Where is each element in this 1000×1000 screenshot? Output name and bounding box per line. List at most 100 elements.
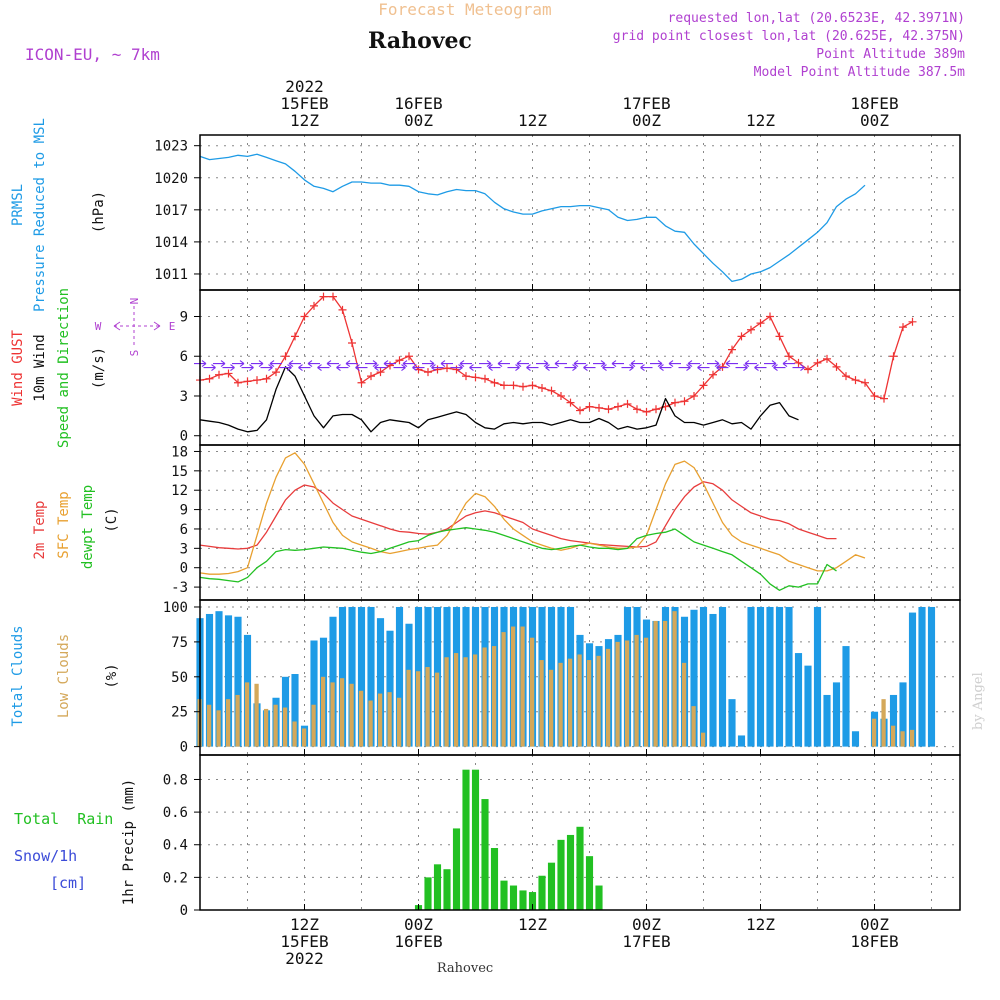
gust-marker bbox=[262, 374, 271, 383]
model-altitude: Model Point Altitude 387.5m bbox=[754, 65, 965, 80]
gust-marker bbox=[908, 317, 917, 326]
y-tick-label: 9 bbox=[180, 309, 188, 325]
low-cloud-bar bbox=[681, 662, 687, 747]
low-cloud-bar bbox=[624, 640, 630, 747]
y-tick-label: 0.4 bbox=[163, 838, 188, 854]
precip-label-1: Total Rain bbox=[14, 810, 113, 828]
wind-arrow bbox=[611, 360, 624, 367]
y-tick-label: 6 bbox=[180, 522, 188, 538]
gust-line bbox=[199, 295, 913, 413]
total-cloud-bar bbox=[367, 606, 375, 747]
panel-frame-pressure bbox=[199, 134, 961, 291]
top-time-label: 16FEB bbox=[394, 94, 442, 113]
y-tick-label: 0.6 bbox=[163, 805, 188, 821]
y-tick-label: 9 bbox=[180, 503, 188, 519]
gust-marker bbox=[557, 391, 565, 400]
gust-marker bbox=[243, 377, 252, 386]
pressure-unit: (hPa) bbox=[91, 191, 107, 233]
wind-arrow bbox=[317, 364, 330, 371]
low-cloud-bar bbox=[225, 699, 231, 747]
gust-marker bbox=[842, 372, 850, 381]
y-tick-label: 100 bbox=[163, 600, 188, 616]
low-cloud-bar bbox=[292, 721, 297, 747]
rain-bar bbox=[424, 877, 432, 910]
gust-marker bbox=[747, 325, 755, 334]
wind-arrow bbox=[716, 364, 729, 371]
gust-marker bbox=[338, 305, 347, 314]
wind-labels: Wind GUST 10m Wind Speed and Direction (… bbox=[10, 288, 175, 448]
gust-marker bbox=[205, 374, 214, 383]
wind-arrow bbox=[792, 364, 805, 371]
gust-marker bbox=[281, 352, 290, 361]
wind-arrow bbox=[564, 364, 577, 371]
total-cloud-bar bbox=[386, 630, 394, 747]
y-tick-label: -3 bbox=[171, 580, 188, 596]
wind-arrow bbox=[507, 364, 520, 371]
total-cloud-bar bbox=[927, 606, 936, 747]
total-cloud-bar bbox=[728, 699, 736, 747]
rain-bar bbox=[433, 864, 442, 910]
y-tick-label: 0.8 bbox=[163, 772, 188, 788]
low-cloud-bar bbox=[567, 658, 573, 747]
low-cloud-bar bbox=[453, 653, 459, 747]
gust-marker bbox=[728, 345, 736, 354]
gust-marker bbox=[595, 403, 603, 412]
precip-label-3: [cm] bbox=[50, 874, 86, 892]
gust-marker bbox=[804, 365, 812, 374]
total-cloud-bar bbox=[775, 606, 784, 747]
low-cloud-bar bbox=[520, 626, 525, 747]
panel-frame-temp bbox=[199, 444, 961, 601]
low-cloud-bar bbox=[615, 641, 620, 747]
y-tick-label: 1014 bbox=[154, 235, 188, 251]
temp-label-2: SFC Temp bbox=[56, 491, 72, 558]
low-cloud-bar bbox=[406, 669, 411, 747]
total-cloud-bar bbox=[756, 606, 765, 747]
wind-arrow bbox=[659, 364, 672, 371]
gust-marker bbox=[405, 352, 413, 361]
total-cloud-bar bbox=[291, 674, 299, 747]
wind-arrow bbox=[630, 360, 643, 367]
y-tick-label: 1017 bbox=[154, 203, 188, 219]
total-cloud-bar bbox=[918, 606, 926, 747]
top-time-label: 18FEB bbox=[850, 94, 898, 113]
gust-marker bbox=[376, 368, 385, 377]
gust-marker bbox=[642, 407, 651, 416]
gust-marker bbox=[861, 378, 869, 387]
bottom-time-label: 16FEB bbox=[394, 932, 442, 951]
precip-labels: Total Rain Snow/1h [cm] 1hr Precip (mm) bbox=[14, 779, 137, 905]
total-cloud-bar bbox=[785, 606, 793, 747]
gust-marker bbox=[766, 312, 774, 321]
gust-marker bbox=[490, 378, 499, 387]
low-cloud-bar bbox=[482, 647, 487, 747]
gust-marker bbox=[880, 394, 888, 403]
top-time-label: 12Z bbox=[746, 111, 775, 130]
y-tick-label: 50 bbox=[171, 670, 188, 686]
gust-marker bbox=[709, 370, 717, 379]
gust-marker bbox=[395, 356, 404, 365]
bottom-time-label: 12Z bbox=[746, 915, 775, 934]
wind-arrow bbox=[336, 364, 349, 371]
gust-marker bbox=[500, 381, 508, 390]
gust-marker bbox=[253, 376, 261, 385]
total-cloud-bar bbox=[832, 682, 841, 747]
wind-arrow bbox=[640, 364, 653, 371]
rain-bar bbox=[528, 892, 537, 910]
gust-marker bbox=[509, 381, 518, 390]
total-cloud-bar bbox=[338, 606, 347, 747]
total-cloud-bar bbox=[794, 653, 803, 747]
wind-arrow bbox=[355, 364, 368, 371]
y-tick-label: 18 bbox=[171, 444, 188, 460]
gust-marker bbox=[576, 406, 584, 415]
wind-arrow bbox=[298, 364, 311, 371]
wind-arrow bbox=[593, 360, 606, 367]
total-cloud-bar bbox=[908, 612, 917, 747]
low-cloud-bar bbox=[339, 678, 345, 747]
y-tick-label: 0 bbox=[180, 561, 188, 577]
low-cloud-bar bbox=[349, 683, 354, 747]
wind-arrow bbox=[402, 360, 415, 367]
gust-marker bbox=[319, 292, 328, 301]
wind-arrow bbox=[583, 364, 596, 371]
cloud-unit: (%) bbox=[104, 663, 120, 688]
low-cloud-bar bbox=[909, 729, 915, 747]
wind-arrow bbox=[440, 360, 453, 367]
